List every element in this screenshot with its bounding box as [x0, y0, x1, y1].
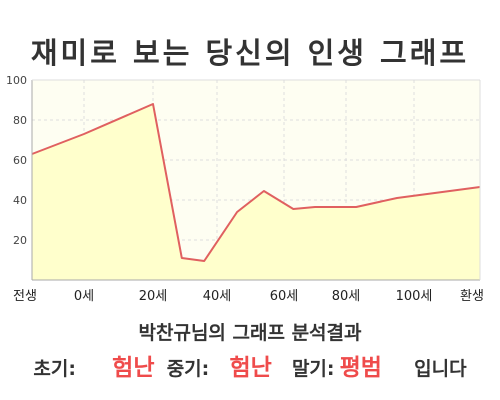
- analysis-result-row: 초기: 험난 중기: 험난 말기: 평범 입니다: [0, 348, 500, 382]
- analysis-heading: 박찬규님의 그래프 분석결과: [138, 322, 362, 344]
- y-tick-label: 60: [13, 154, 27, 167]
- middle-value: 험난: [229, 355, 272, 381]
- early-value: 험난: [112, 355, 155, 381]
- page-title: 재미로 보는 당신의 인생 그래프: [30, 36, 470, 70]
- middle-label: 중기:: [166, 358, 210, 380]
- y-tick-label: 80: [13, 114, 27, 127]
- late-value: 평범: [339, 355, 382, 381]
- x-tick-label: 환생: [460, 289, 484, 304]
- x-tick-label: 60세: [270, 289, 299, 304]
- life-series-line: [31, 103, 481, 262]
- y-tick-label: 40: [13, 194, 27, 207]
- life-graph-chart: 20 40 60 80 100 전생 0세 20세 40세 60세 80세 100세 환생: [6, 74, 484, 304]
- life-area-fill: [32, 104, 480, 280]
- y-tick-labels: 20 40 60 80 100: [6, 74, 27, 247]
- x-tick-label: 100세: [396, 289, 433, 304]
- x-tick-label: 0세: [74, 289, 94, 304]
- result-suffix: 입니다: [414, 358, 467, 380]
- x-tick-label: 40세: [203, 289, 232, 304]
- early-label: 초기:: [33, 358, 76, 380]
- x-tick-label: 80세: [332, 289, 361, 304]
- x-tick-label: 전생: [13, 289, 37, 304]
- y-tick-label: 20: [13, 234, 27, 247]
- x-tick-label: 20세: [139, 289, 168, 304]
- x-tick-labels: 전생 0세 20세 40세 60세 80세 100세 환생: [13, 289, 484, 304]
- y-tick-label: 100: [6, 74, 27, 87]
- late-label: 말기:: [291, 358, 335, 380]
